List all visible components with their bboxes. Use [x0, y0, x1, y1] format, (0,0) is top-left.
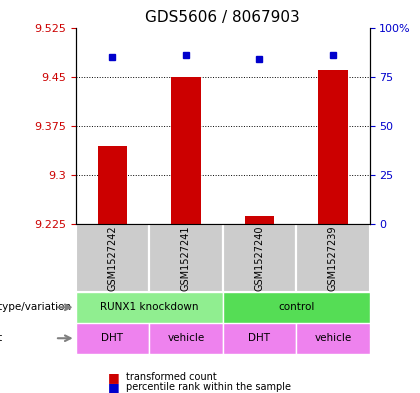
FancyBboxPatch shape — [296, 224, 370, 292]
Text: agent: agent — [0, 333, 3, 343]
FancyBboxPatch shape — [223, 292, 370, 323]
FancyBboxPatch shape — [223, 323, 296, 354]
Text: GSM1527241: GSM1527241 — [181, 225, 191, 291]
Text: GSM1527242: GSM1527242 — [108, 225, 117, 291]
Bar — [318, 70, 348, 224]
Bar — [244, 216, 274, 224]
FancyBboxPatch shape — [149, 224, 223, 292]
Text: GSM1527240: GSM1527240 — [255, 225, 264, 291]
Title: GDS5606 / 8067903: GDS5606 / 8067903 — [145, 10, 300, 25]
FancyBboxPatch shape — [149, 323, 223, 354]
Text: vehicle: vehicle — [314, 333, 352, 343]
Bar — [171, 77, 201, 224]
Text: ■: ■ — [108, 380, 119, 393]
Text: DHT: DHT — [101, 333, 123, 343]
Text: RUNX1 knockdown: RUNX1 knockdown — [100, 302, 198, 312]
Text: transformed count: transformed count — [126, 372, 217, 382]
Text: control: control — [278, 302, 314, 312]
Text: DHT: DHT — [248, 333, 270, 343]
Text: percentile rank within the sample: percentile rank within the sample — [126, 382, 291, 392]
FancyBboxPatch shape — [223, 224, 296, 292]
Text: vehicle: vehicle — [167, 333, 205, 343]
Text: genotype/variation: genotype/variation — [0, 302, 72, 312]
Bar — [98, 146, 127, 224]
FancyBboxPatch shape — [76, 292, 223, 323]
FancyBboxPatch shape — [296, 323, 370, 354]
Text: GSM1527239: GSM1527239 — [328, 225, 338, 291]
FancyBboxPatch shape — [76, 323, 149, 354]
FancyBboxPatch shape — [76, 224, 149, 292]
Text: ■: ■ — [108, 371, 119, 384]
